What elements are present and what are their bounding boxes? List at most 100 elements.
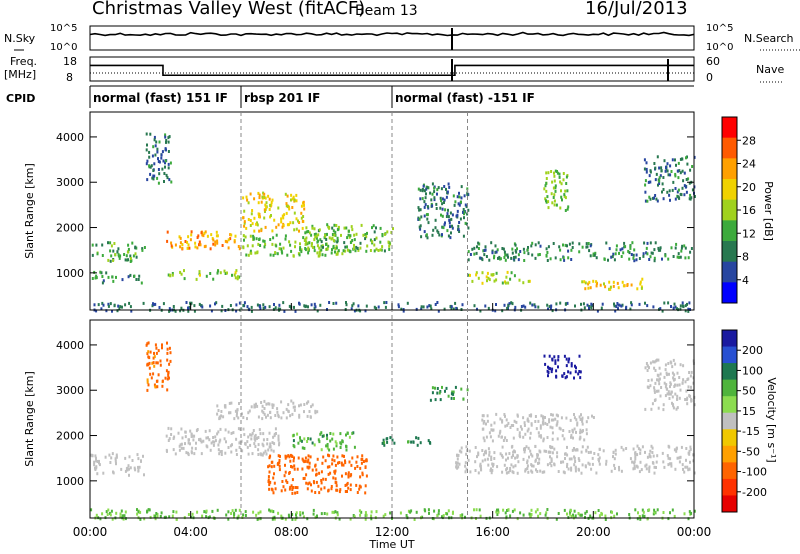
heatmap-cell — [671, 395, 674, 399]
heatmap-cell — [554, 169, 557, 173]
heatmap-cell — [347, 475, 350, 479]
heatmap-cell — [278, 247, 281, 251]
heatmap-cell — [265, 402, 268, 406]
heatmap-cell — [434, 398, 437, 402]
heatmap-cell — [173, 435, 176, 439]
heatmap-cell — [649, 384, 652, 388]
heatmap-cell — [617, 307, 619, 311]
heatmap-cell — [308, 461, 311, 465]
heatmap-cell — [614, 309, 617, 313]
heatmap-cell — [95, 309, 98, 313]
heatmap-cell — [664, 363, 667, 367]
heatmap-cell — [678, 196, 681, 200]
heatmap-cell — [548, 366, 551, 370]
colorbar-swatch — [722, 241, 737, 263]
heatmap-cell — [471, 247, 474, 251]
heatmap-cell — [645, 467, 648, 471]
heatmap-cell — [578, 468, 580, 472]
heatmap-cell — [644, 407, 647, 411]
heatmap-cell — [686, 402, 689, 406]
heatmap-cell — [271, 488, 274, 492]
heatmap-cell — [257, 453, 260, 456]
heatmap-cell — [689, 197, 692, 201]
heatmap-cell — [528, 512, 531, 516]
heatmap-cell — [235, 303, 238, 307]
heatmap-cell — [481, 459, 484, 463]
heatmap-cell — [423, 214, 426, 218]
heatmap-cell — [571, 430, 574, 434]
heatmap-cell — [271, 229, 274, 233]
heatmap-cell — [308, 410, 311, 413]
heatmap-cell — [551, 180, 554, 184]
heatmap-cell — [334, 469, 337, 473]
heatmap-cell — [493, 279, 496, 283]
heatmap-cell — [543, 354, 546, 358]
heatmap-cell — [667, 257, 670, 261]
heatmap-cell — [275, 233, 278, 237]
heatmap-cell — [320, 448, 323, 452]
heatmap-cell — [676, 394, 679, 398]
heatmap-cell — [502, 439, 505, 442]
heatmap-cell — [548, 418, 551, 422]
heatmap-cell — [657, 406, 660, 410]
heatmap-cell — [577, 457, 580, 461]
heatmap-cell — [260, 229, 263, 233]
heatmap-cell — [452, 390, 455, 394]
heatmap-cell — [258, 238, 261, 241]
heatmap-cell — [361, 454, 364, 458]
heatmap-cell — [247, 253, 250, 257]
heatmap-cell — [657, 374, 660, 378]
heatmap-cell — [629, 246, 632, 250]
heatmap-cell — [263, 412, 266, 416]
heatmap-cell — [146, 363, 149, 367]
heatmap-cell — [605, 462, 608, 466]
heatmap-cell — [196, 428, 199, 431]
heatmap-cell — [653, 360, 656, 364]
heatmap-cell — [477, 241, 480, 245]
heatmap-cell — [577, 372, 580, 376]
heatmap-cell — [355, 483, 358, 487]
heatmap-cell — [664, 169, 667, 173]
heatmap-cell — [196, 510, 199, 514]
heatmap-cell — [324, 234, 327, 238]
heatmap-cell — [601, 512, 603, 516]
heatmap-cell — [238, 402, 240, 405]
heatmap-cell — [449, 225, 451, 229]
heatmap-cell — [662, 176, 665, 179]
heatmap-cell — [426, 186, 429, 190]
heatmap-cell — [386, 230, 389, 234]
heatmap-cell — [331, 248, 333, 252]
heatmap-cell — [291, 465, 294, 469]
heatmap-cell — [592, 416, 595, 419]
heatmap-cell — [527, 446, 530, 450]
heatmap-cell — [417, 436, 420, 440]
heatmap-cell — [112, 471, 115, 475]
heatmap-cell — [254, 433, 257, 437]
heatmap-cell — [186, 240, 189, 244]
heatmap-cell — [298, 221, 301, 224]
heatmap-cell — [657, 358, 660, 362]
heatmap-cell — [341, 252, 344, 256]
heatmap-cell — [673, 302, 676, 306]
heatmap-cell — [362, 233, 365, 237]
heatmap-cell — [256, 223, 259, 227]
colorbar-swatch — [722, 462, 737, 480]
heatmap-cell — [154, 144, 157, 148]
heatmap-cell — [669, 511, 671, 515]
heatmap-cell — [315, 236, 318, 240]
heatmap-cell — [506, 509, 508, 512]
heatmap-cell — [514, 243, 517, 247]
heatmap-cell — [526, 248, 529, 252]
heatmap-cell — [306, 440, 309, 443]
heatmap-cell — [556, 455, 559, 459]
heatmap-cell — [657, 379, 660, 383]
heatmap-cell — [373, 238, 376, 242]
heatmap-cell — [332, 447, 335, 451]
heatmap-cell — [213, 440, 216, 444]
heatmap-cell — [553, 174, 556, 178]
heatmap-cell — [429, 304, 432, 308]
heatmap-cell — [504, 281, 507, 285]
heatmap-cell — [659, 248, 662, 252]
heatmap-cell — [566, 512, 568, 516]
heatmap-cell — [227, 238, 230, 242]
